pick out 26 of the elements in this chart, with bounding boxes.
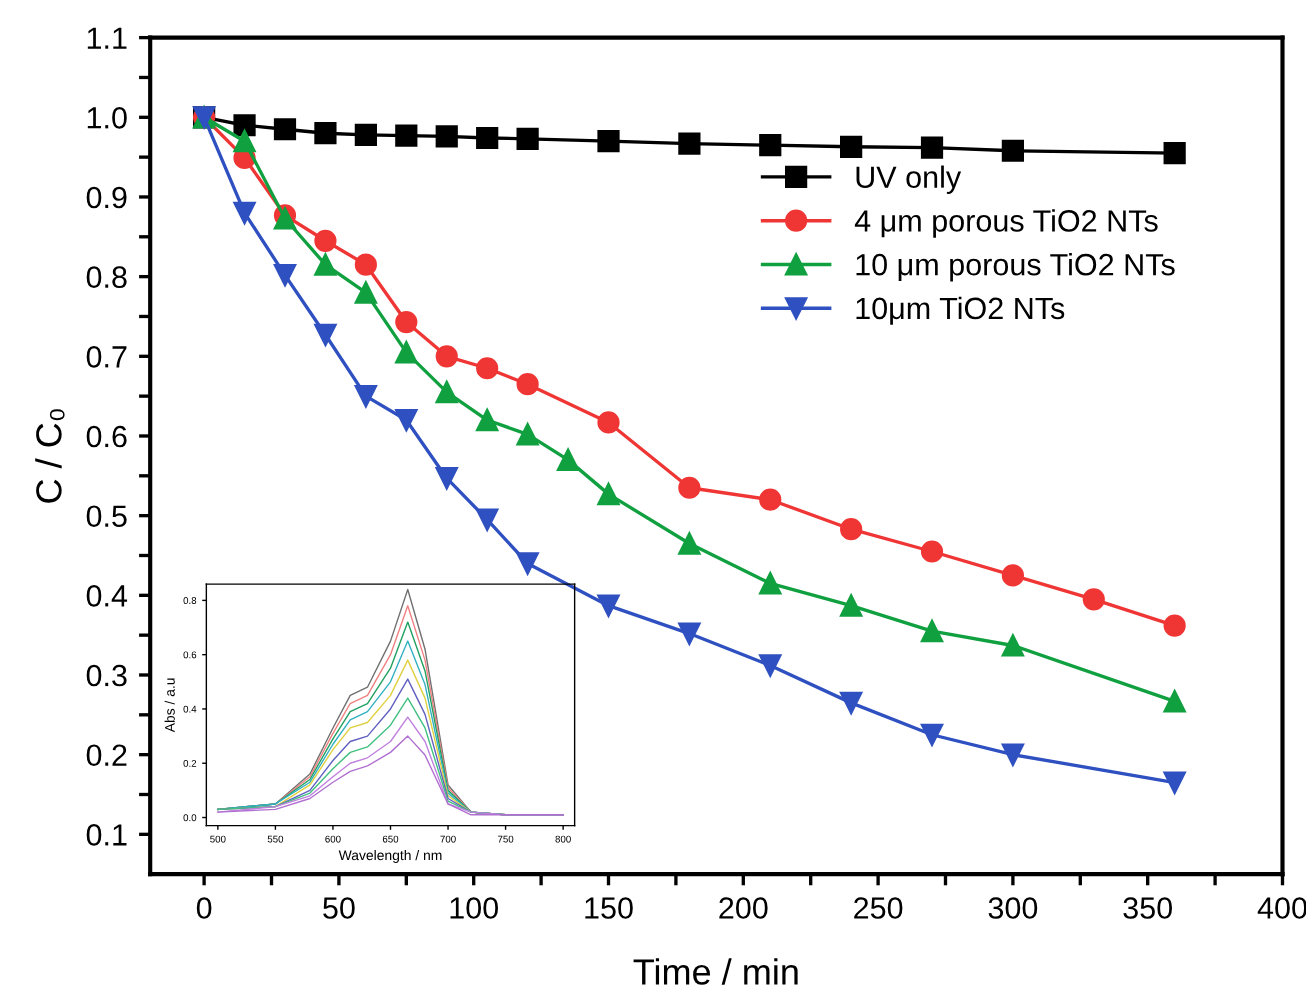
y-tick-label: 0.4 — [86, 585, 128, 607]
x-tick-label: 150 — [585, 897, 633, 919]
legend-label: 10 μm porous TiO2 NTs — [856, 253, 1175, 282]
y-tick-label: 1.1 — [87, 27, 127, 49]
legend-label: 4 μm porous TiO2 NTs — [854, 209, 1158, 238]
y-tick-label: 0.6 — [86, 425, 127, 448]
x-tick-label: 200 — [719, 897, 768, 919]
x-tick-label: 300 — [988, 897, 1038, 919]
y-tick-label: 0.1 — [86, 824, 127, 846]
y-tick-label: 0.2 — [86, 744, 127, 767]
y-tick-label: 0.7 — [86, 346, 127, 368]
x-tick-label: 50 — [323, 897, 355, 919]
y-tick-label: 0.8 — [86, 266, 127, 289]
y-tick-label: 0.9 — [86, 186, 127, 209]
y-tick-label: 0.5 — [86, 505, 127, 528]
x-axis-title: Time / min — [633, 958, 798, 985]
y-axis-title: C / C₀ — [35, 409, 65, 503]
x-tick-label: 250 — [854, 897, 903, 919]
y-tick-label: 1.0 — [87, 107, 127, 129]
y-tick-label: 0.3 — [86, 664, 127, 687]
legend-label: UV only — [856, 165, 962, 194]
x-tick-label: 350 — [1123, 897, 1172, 919]
x-tick-label: 400 — [1257, 897, 1306, 919]
x-tick-label: 0 — [196, 897, 212, 919]
legend-label: 10μm TiO2 NTs — [856, 296, 1065, 325]
x-tick-label: 100 — [450, 897, 498, 919]
